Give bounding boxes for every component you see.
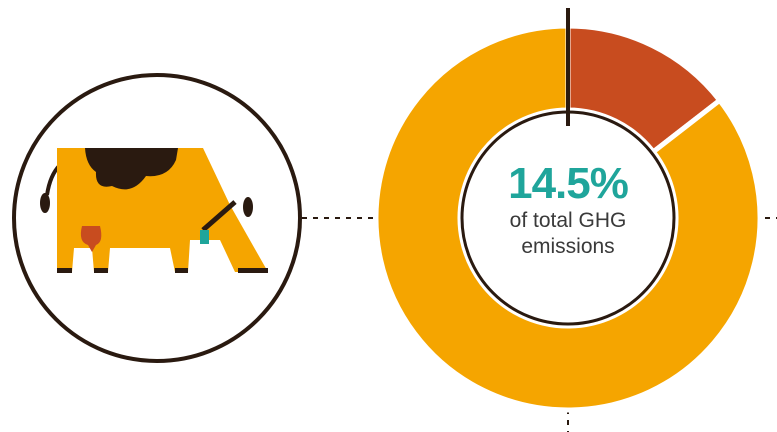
center-caption: of total GHG emissions <box>509 209 627 258</box>
cow-icon <box>40 148 268 273</box>
donut-chart <box>373 23 763 413</box>
donut-center-label: 14.5% of total GHG emissions <box>468 160 668 260</box>
cow-medallion <box>12 73 302 363</box>
center-value: 14.5% <box>508 159 629 208</box>
donut-slice-1 <box>373 23 763 413</box>
